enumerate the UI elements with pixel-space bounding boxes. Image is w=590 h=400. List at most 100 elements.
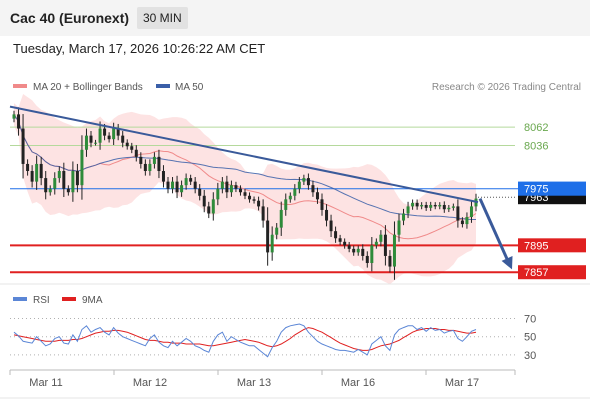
candle-body bbox=[465, 217, 469, 225]
candle-body bbox=[84, 135, 88, 150]
candle-body bbox=[193, 181, 197, 189]
candle-body bbox=[107, 135, 111, 140]
candle-body bbox=[207, 206, 211, 214]
candle-body bbox=[370, 245, 374, 264]
candle-body bbox=[257, 200, 261, 207]
candle-body bbox=[433, 204, 437, 207]
level-label-7857: 7857 bbox=[524, 267, 548, 279]
candle-body bbox=[320, 199, 324, 210]
candle-body bbox=[261, 206, 265, 221]
candle-body bbox=[48, 188, 52, 193]
candle-body bbox=[275, 227, 279, 235]
ma50-legend-label: MA 50 bbox=[175, 82, 204, 93]
candle-body bbox=[383, 234, 387, 256]
rsi-line bbox=[13, 323, 477, 358]
x-axis: Mar 11 Mar 12 Mar 13 Mar 16 Mar 17 bbox=[9, 370, 516, 389]
candle-body bbox=[26, 163, 30, 172]
candle-body bbox=[325, 209, 329, 221]
candle-body bbox=[347, 245, 351, 249]
x-tick-label: Mar 16 bbox=[341, 377, 375, 389]
candle-body bbox=[125, 142, 129, 147]
candle-body bbox=[424, 204, 428, 208]
level-label-current-top: 7975 bbox=[524, 184, 548, 196]
candle-body bbox=[338, 238, 342, 242]
candle-body bbox=[374, 241, 378, 246]
candle-body bbox=[248, 195, 252, 200]
candle-body bbox=[343, 241, 347, 246]
candle-body bbox=[297, 181, 301, 189]
candle-body bbox=[171, 181, 175, 189]
candle-body bbox=[30, 171, 34, 182]
candle-body bbox=[62, 171, 66, 189]
candle-body bbox=[234, 185, 238, 189]
rsi-lines bbox=[13, 323, 477, 358]
candle-body bbox=[352, 248, 356, 253]
candle-body bbox=[53, 178, 57, 189]
price-levels bbox=[10, 126, 520, 274]
candle-body bbox=[334, 231, 338, 239]
candle-body bbox=[315, 192, 319, 200]
candle-body bbox=[406, 206, 410, 214]
level-label-7895: 7895 bbox=[524, 240, 548, 252]
candle-body bbox=[94, 142, 98, 144]
candle-body bbox=[388, 255, 392, 267]
candle-body bbox=[21, 128, 25, 164]
header-bar bbox=[0, 0, 590, 36]
level-label-8062: 8062 bbox=[524, 122, 548, 134]
candle-body bbox=[112, 128, 116, 140]
candle-body bbox=[379, 234, 383, 242]
candle-body bbox=[116, 128, 120, 136]
candle-body bbox=[302, 178, 306, 182]
candle-body bbox=[166, 181, 170, 189]
candle-body bbox=[365, 255, 369, 264]
timeframe-button[interactable]: 30 MIN bbox=[137, 7, 188, 29]
candle-body bbox=[89, 135, 93, 143]
candle-body bbox=[356, 248, 360, 253]
forecast-arrow-shaft bbox=[478, 198, 511, 264]
candle-body bbox=[266, 220, 270, 253]
level-labels: 8062803679757963789578577975 bbox=[518, 122, 586, 280]
candle-body bbox=[35, 163, 39, 182]
x-tick-label: Mar 11 bbox=[29, 377, 62, 389]
rsi-ma-line bbox=[13, 327, 477, 351]
candle-body bbox=[139, 156, 143, 164]
candle-body bbox=[66, 188, 70, 193]
candle-body bbox=[157, 156, 161, 172]
x-tick-label: Mar 13 bbox=[237, 377, 271, 389]
candle-body bbox=[202, 195, 206, 207]
candle-body bbox=[442, 204, 446, 210]
candle-body bbox=[293, 188, 297, 196]
trend-annotations bbox=[9, 105, 513, 270]
datetime-label: Tuesday, March 17, 2026 10:26:22 AM CET bbox=[13, 41, 266, 56]
candle-body bbox=[75, 171, 79, 186]
candle-body bbox=[12, 114, 16, 119]
level-label-8036: 8036 bbox=[524, 141, 548, 153]
candle-body bbox=[329, 220, 333, 232]
rsi-tick-50: 50 bbox=[524, 332, 536, 344]
rsi-legend-swatch bbox=[13, 297, 27, 301]
candle-body bbox=[57, 171, 61, 179]
candle-body bbox=[397, 220, 401, 235]
candle-body bbox=[180, 185, 184, 193]
candle-body bbox=[402, 213, 406, 221]
candle-body bbox=[243, 192, 247, 196]
candle-body bbox=[175, 181, 179, 193]
candle-body bbox=[288, 195, 292, 200]
x-tick-label: Mar 12 bbox=[133, 377, 167, 389]
candle-body bbox=[469, 206, 473, 218]
ma50-legend-swatch bbox=[156, 84, 170, 88]
candle-body bbox=[252, 199, 256, 201]
candle-body bbox=[279, 209, 283, 228]
candle-body bbox=[39, 163, 43, 179]
rsi-grid bbox=[10, 318, 515, 356]
candle-body bbox=[148, 163, 152, 172]
candle-body bbox=[415, 202, 419, 207]
candle-body bbox=[211, 199, 215, 214]
candle-body bbox=[306, 178, 310, 186]
candle-body bbox=[229, 185, 233, 193]
candle-body bbox=[460, 220, 464, 225]
candle-body bbox=[225, 181, 229, 193]
ma9-legend-label: 9MA bbox=[82, 295, 103, 306]
trend-line bbox=[9, 105, 479, 204]
